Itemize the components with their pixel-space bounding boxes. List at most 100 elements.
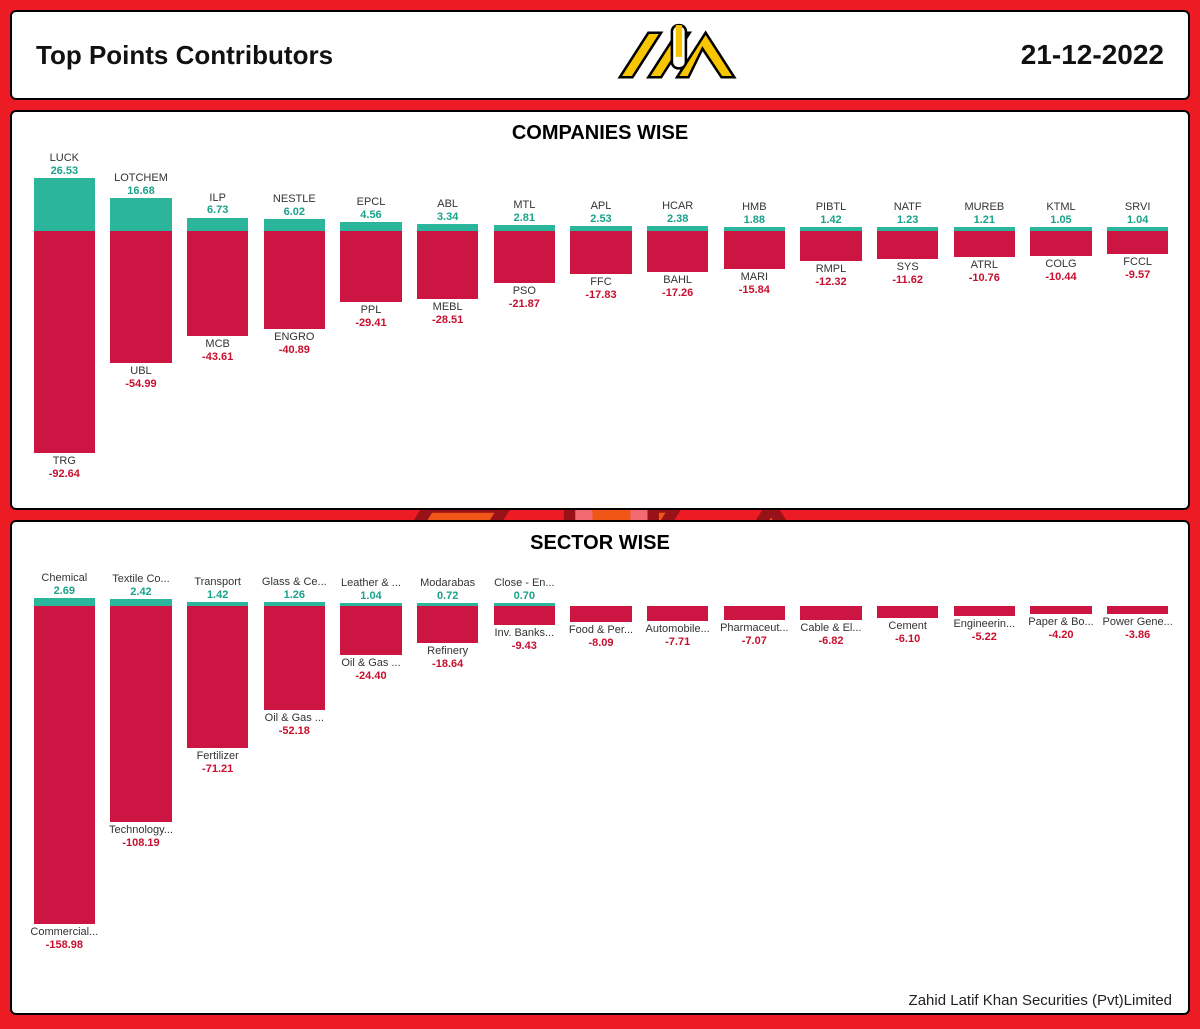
sector-chart-panel: SECTOR WISE Chemical2.69Commercial...-15…	[10, 520, 1190, 1015]
bar-column: Transport1.42Fertilizer-71.21	[179, 561, 256, 961]
positive-value-label: 16.68	[103, 185, 180, 197]
frame: Top Points Contributors 21-12-2022 COMPA…	[0, 0, 1200, 1029]
negative-ticker-label: Cement	[869, 620, 946, 632]
negative-bar	[110, 606, 171, 822]
positive-value-label: 3.34	[409, 211, 486, 223]
negative-value-label: -17.26	[639, 287, 716, 299]
bar-column: Paper & Bo...-4.20	[1023, 561, 1100, 961]
negative-ticker-label: Power Gene...	[1099, 616, 1176, 628]
negative-bar	[187, 606, 248, 748]
negative-ticker-label: SYS	[869, 261, 946, 273]
negative-value-label: -3.86	[1099, 629, 1176, 641]
negative-bar	[1107, 231, 1168, 254]
negative-value-label: -10.44	[1023, 271, 1100, 283]
bar-column: Cable & El...-6.82	[793, 561, 870, 961]
positive-bar	[110, 599, 171, 606]
negative-bar	[724, 606, 785, 620]
negative-bar	[647, 606, 708, 621]
positive-ticker-label: Transport	[179, 576, 256, 588]
positive-ticker-label: Glass & Ce...	[256, 576, 333, 588]
negative-ticker-label: Cable & El...	[793, 622, 870, 634]
positive-ticker-label: ABL	[409, 198, 486, 210]
negative-value-label: -8.09	[563, 637, 640, 649]
negative-ticker-label: ENGRO	[256, 331, 333, 343]
bar-column: Modarabas0.72Refinery-18.64	[409, 561, 486, 961]
positive-value-label: 2.69	[26, 585, 103, 597]
bar-column: SRVI1.04FCCL-9.57	[1099, 151, 1176, 491]
positive-value-label: 0.72	[409, 590, 486, 602]
bar-column: Engineerin...-5.22	[946, 561, 1023, 961]
negative-ticker-label: Food & Per...	[563, 624, 640, 636]
negative-ticker-label: Commercial...	[26, 926, 103, 938]
negative-bar	[494, 231, 555, 283]
negative-value-label: -92.64	[26, 468, 103, 480]
bar-column: MUREB1.21ATRL-10.76	[946, 151, 1023, 491]
positive-ticker-label: APL	[563, 200, 640, 212]
negative-bar	[724, 231, 785, 269]
header-panel: Top Points Contributors 21-12-2022	[10, 10, 1190, 100]
negative-bar	[954, 606, 1015, 616]
positive-ticker-label: SRVI	[1099, 201, 1176, 213]
negative-value-label: -17.83	[563, 289, 640, 301]
negative-bar	[110, 231, 171, 363]
positive-value-label: 6.02	[256, 206, 333, 218]
bar-column: NATF1.23SYS-11.62	[869, 151, 946, 491]
negative-ticker-label: BAHL	[639, 274, 716, 286]
negative-value-label: -9.43	[486, 640, 563, 652]
positive-ticker-label: HMB	[716, 201, 793, 213]
negative-bar	[954, 231, 1015, 257]
positive-value-label: 4.56	[333, 209, 410, 221]
negative-value-label: -7.07	[716, 635, 793, 647]
bar-column: Cement-6.10	[869, 561, 946, 961]
sector-chart-title: SECTOR WISE	[26, 532, 1174, 555]
positive-ticker-label: EPCL	[333, 196, 410, 208]
positive-ticker-label: NESTLE	[256, 193, 333, 205]
bar-column: KTML1.05COLG-10.44	[1023, 151, 1100, 491]
negative-value-label: -28.51	[409, 314, 486, 326]
positive-ticker-label: MUREB	[946, 201, 1023, 213]
footer-text: Zahid Latif Khan Securities (Pvt)Limited	[909, 992, 1172, 1009]
positive-ticker-label: Textile Co...	[103, 573, 180, 585]
negative-bar	[340, 606, 401, 655]
negative-bar	[1030, 231, 1091, 256]
negative-value-label: -7.71	[639, 636, 716, 648]
positive-ticker-label: MTL	[486, 199, 563, 211]
positive-bar	[110, 198, 171, 231]
negative-ticker-label: Technology...	[103, 824, 180, 836]
bar-column: HCAR2.38BAHL-17.26	[639, 151, 716, 491]
negative-value-label: -10.76	[946, 272, 1023, 284]
negative-ticker-label: Fertilizer	[179, 750, 256, 762]
negative-bar	[494, 606, 555, 625]
bar-column: Glass & Ce...1.26 Oil & Gas ...-52.18	[256, 561, 333, 961]
positive-value-label: 6.73	[179, 204, 256, 216]
bar-column: LUCK26.53TRG-92.64	[26, 151, 103, 491]
negative-value-label: -52.18	[256, 725, 333, 737]
bar-column: EPCL4.56PPL-29.41	[333, 151, 410, 491]
negative-ticker-label: Oil & Gas ...	[256, 712, 333, 724]
negative-ticker-label: TRG	[26, 455, 103, 467]
negative-value-label: -6.10	[869, 633, 946, 645]
negative-ticker-label: FFC	[563, 276, 640, 288]
negative-bar	[34, 606, 95, 924]
positive-value-label: 1.42	[179, 589, 256, 601]
bar-column: HMB1.88MARI-15.84	[716, 151, 793, 491]
positive-value-label: 1.05	[1023, 214, 1100, 226]
negative-ticker-label: Refinery	[409, 645, 486, 657]
negative-ticker-label: Inv. Banks...	[486, 627, 563, 639]
negative-ticker-label: UBL	[103, 365, 180, 377]
negative-value-label: -158.98	[26, 939, 103, 951]
companies-chart-title: COMPANIES WISE	[26, 122, 1174, 145]
positive-bar	[34, 598, 95, 606]
positive-bar	[264, 219, 325, 231]
positive-ticker-label: Close - En...	[486, 577, 563, 589]
negative-bar	[187, 231, 248, 336]
negative-value-label: -40.89	[256, 344, 333, 356]
negative-bar	[1030, 606, 1091, 614]
negative-ticker-label: PSO	[486, 285, 563, 297]
negative-ticker-label: Oil & Gas ...	[333, 657, 410, 669]
negative-ticker-label: Automobile...	[639, 623, 716, 635]
page-title: Top Points Contributors	[36, 40, 333, 71]
bar-column: MTL2.81PSO-21.87	[486, 151, 563, 491]
positive-value-label: 1.26	[256, 589, 333, 601]
positive-value-label: 1.04	[333, 590, 410, 602]
